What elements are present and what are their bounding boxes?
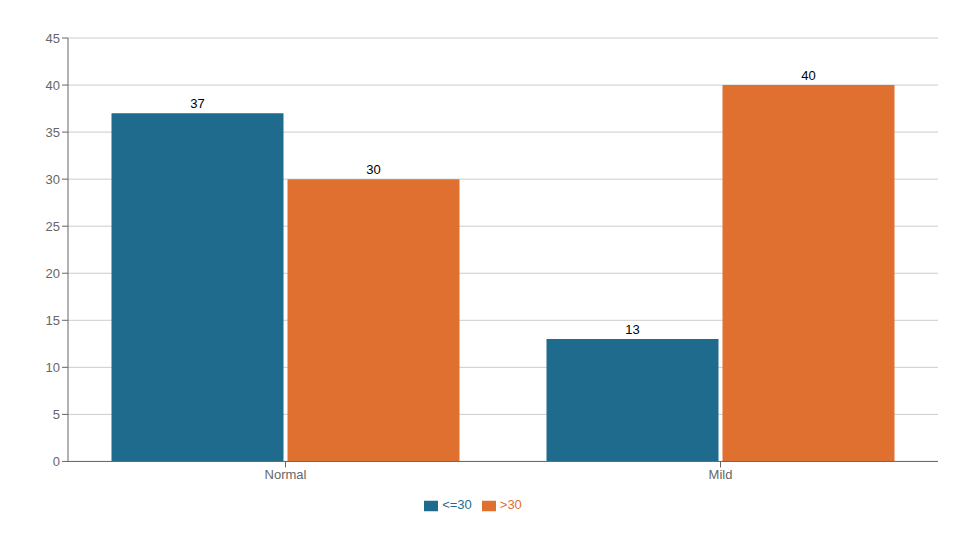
svg-text:Mild: Mild (709, 467, 733, 482)
html-text:<=30: <=30 (442, 497, 472, 513)
svg-text:37: 37 (190, 96, 204, 111)
svg-text:0: 0 (53, 454, 60, 469)
svg-text:20: 20 (46, 266, 60, 281)
svg-text:Normal: Normal (265, 467, 307, 482)
svg-text:25: 25 (46, 219, 60, 234)
svg-text:15: 15 (46, 313, 60, 328)
svg-text:40: 40 (801, 68, 815, 83)
svg-text:5: 5 (53, 407, 60, 422)
svg-text:10: 10 (46, 360, 60, 375)
svg-text:45: 45 (46, 31, 60, 46)
svg-text:30: 30 (46, 172, 60, 187)
html-text:>30: >30 (499, 497, 522, 513)
svg-text:13: 13 (625, 322, 639, 337)
svg-text:30: 30 (366, 162, 380, 177)
svg-text:40: 40 (46, 78, 60, 93)
svg-text:35: 35 (46, 125, 60, 140)
